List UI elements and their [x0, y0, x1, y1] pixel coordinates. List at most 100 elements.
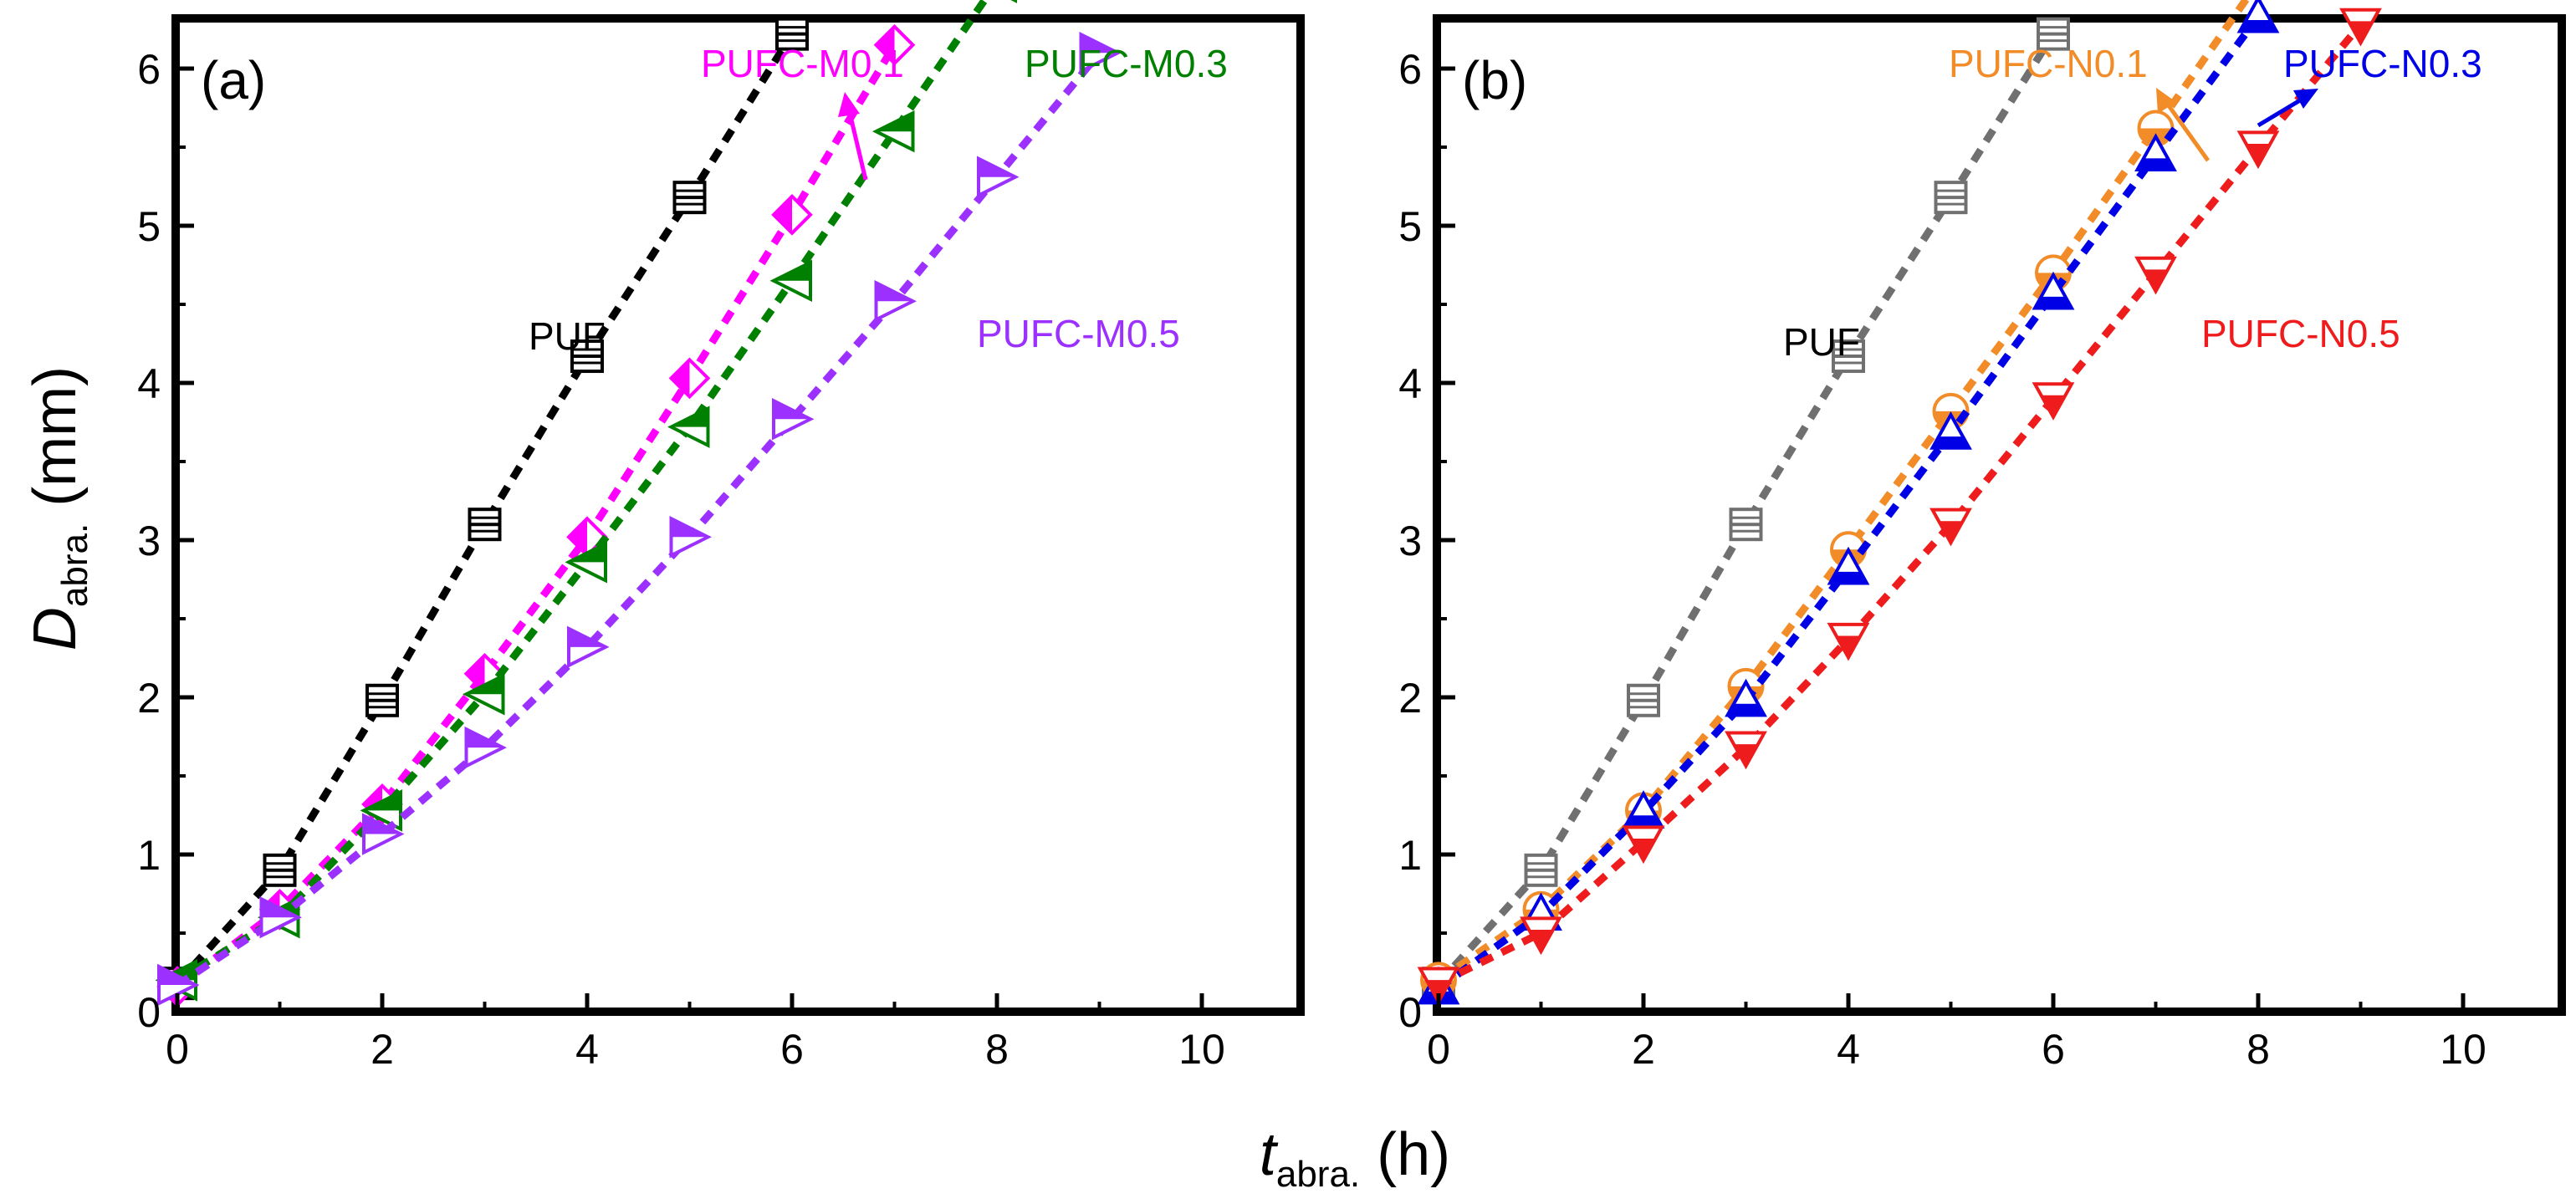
- data-point: [463, 673, 505, 716]
- arrow-m01: [838, 92, 868, 181]
- series-pufc-m03: [155, 0, 1017, 1002]
- data-point: [259, 895, 302, 939]
- data-point: [2339, 8, 2382, 47]
- y-tick-label: 2: [137, 675, 161, 722]
- panel-b-frame: [1433, 14, 2566, 1016]
- data-point: [468, 508, 502, 542]
- data-point: [565, 541, 607, 584]
- data-point: [1929, 411, 1972, 450]
- series-puf: [161, 17, 809, 1001]
- x-tick-label: 0: [166, 1026, 189, 1073]
- y-tick-label: 3: [137, 518, 161, 564]
- data-point: [1934, 181, 1968, 215]
- x-tick-label: 10: [1178, 1026, 1225, 1073]
- x-title-main: t: [1260, 1121, 1279, 1188]
- label-pufc-m05: PUFC-M0.5: [977, 312, 1180, 355]
- x-tick-label: 6: [2042, 1026, 2065, 1073]
- data-point: [1725, 678, 1767, 717]
- y-tick-label: 6: [137, 46, 161, 93]
- data-point: [360, 789, 402, 832]
- x-tick-label: 4: [575, 1026, 599, 1073]
- panel-a-series-labels: PUF PUFC-M0.1 PUFC-M0.3 PUFC-M0.5: [529, 42, 1228, 358]
- data-point: [362, 813, 405, 855]
- y-title-unit: (mm): [22, 366, 89, 523]
- y-tick-label: 3: [1398, 518, 1422, 564]
- data-point: [1627, 683, 1660, 717]
- panel-b: (b) 0 2 4 6 8 10 0 1 2 3 4 5 6 PUF PUFC-N0.1 PUFC-N0…: [1398, 0, 2566, 1073]
- data-point: [2134, 256, 2177, 295]
- panel-a-ticks: 0 2 4 6 8 10 0 1 2 3 4 5 6: [137, 46, 1225, 1073]
- data-point: [1079, 31, 1122, 74]
- x-tick-label: 10: [2440, 1026, 2487, 1073]
- y-tick-label: 4: [137, 360, 161, 407]
- x-tick-label: 6: [780, 1026, 804, 1073]
- panel-a-label: (a): [201, 50, 266, 110]
- arrow-n03: [2257, 89, 2318, 128]
- panel-b-ticks: 0 2 4 6 8 10 0 1 2 3 4 5 6: [1398, 46, 2487, 1073]
- data-point: [1725, 731, 1767, 770]
- data-point: [771, 194, 813, 236]
- data-point: [775, 17, 809, 51]
- panel-a-frame: [171, 14, 1305, 1016]
- data-point: [2037, 17, 2070, 51]
- data-point: [1520, 916, 1562, 956]
- data-point: [669, 516, 712, 559]
- panel-b-label: (b): [1462, 50, 1527, 110]
- data-point: [464, 726, 507, 769]
- data-point: [667, 406, 710, 448]
- svg-text:Dabra. (mm): Dabra. (mm): [22, 366, 95, 650]
- x-tick-label: 4: [1837, 1026, 1860, 1073]
- label-puf-b: PUF: [1783, 320, 1860, 364]
- data-point: [570, 339, 604, 374]
- panel-b-series-labels: PUF PUFC-N0.1 PUFC-N0.3 PUFC-N0.5: [1783, 42, 2482, 364]
- data-point: [1929, 508, 1972, 547]
- data-point: [873, 23, 916, 66]
- y-tick-label: 2: [1398, 675, 1422, 722]
- data-point: [1622, 825, 1665, 865]
- x-tick-label: 8: [2246, 1026, 2270, 1073]
- y-tick-label: 5: [137, 203, 161, 250]
- y-tick-label: 5: [1398, 203, 1422, 250]
- x-tick-label: 8: [985, 1026, 1009, 1073]
- data-point: [1010, 0, 1017, 3]
- label-puf-a: PUF: [529, 314, 606, 358]
- data-point: [1827, 546, 1870, 585]
- panel-b-series: [1417, 0, 2382, 1006]
- series-pufc-n05: [1417, 8, 2382, 1006]
- data-point: [872, 110, 915, 153]
- data-point: [1524, 853, 1558, 887]
- data-point: [263, 853, 297, 887]
- y-title-sub: abra.: [54, 523, 95, 607]
- data-point: [874, 280, 917, 323]
- svg-text:tabra. (h): tabra. (h): [1260, 1121, 1450, 1195]
- y-axis-title: Dabra. (mm): [22, 366, 95, 650]
- panel-a-series: [155, 0, 1122, 1008]
- label-pufc-n01: PUFC-N0.1: [1949, 42, 2148, 85]
- panel-a: (a) 0 2 4 6 8 10 0 1 2 3 4 5 6 PUF PUFC-M0.1 PUFC-M0…: [137, 0, 1305, 1073]
- y-tick-label: 4: [1398, 360, 1422, 407]
- series-line: [175, 50, 1102, 988]
- x-tick-label: 0: [1427, 1026, 1450, 1073]
- data-point: [2032, 271, 2075, 310]
- data-point: [772, 398, 815, 441]
- x-tick-label: 2: [1632, 1026, 1655, 1073]
- label-pufc-m03: PUFC-M0.3: [1025, 42, 1228, 85]
- data-point: [365, 683, 399, 717]
- y-tick-label: 6: [1398, 46, 1422, 93]
- x-axis-title: tabra. (h): [1260, 1121, 1450, 1195]
- label-pufc-n03: PUFC-N0.3: [2283, 42, 2482, 85]
- data-point: [567, 625, 610, 669]
- y-tick-label: 0: [1398, 989, 1422, 1036]
- y-title-main: D: [22, 607, 89, 650]
- x-title-sub: abra.: [1276, 1154, 1360, 1195]
- data-point: [1729, 508, 1763, 542]
- series-line: [1437, 22, 2364, 987]
- y-tick-label: 1: [137, 832, 161, 879]
- data-point: [1417, 967, 1460, 1006]
- data-point: [2236, 130, 2280, 170]
- y-tick-label: 1: [1398, 832, 1422, 879]
- data-point: [769, 259, 812, 303]
- data-point: [1832, 339, 1865, 374]
- data-point: [977, 156, 1020, 198]
